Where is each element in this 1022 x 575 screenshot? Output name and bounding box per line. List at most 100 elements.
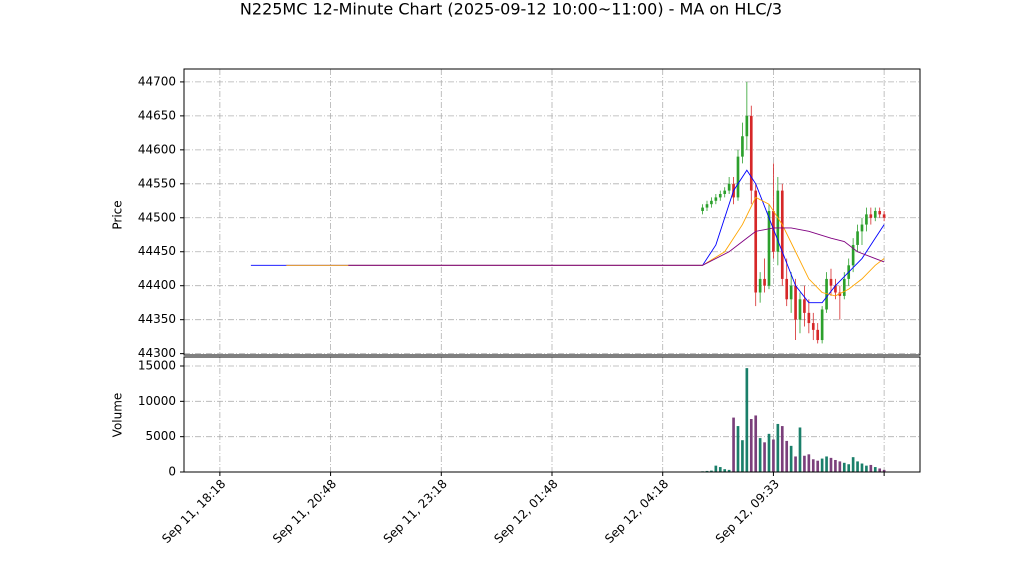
volume-bar bbox=[736, 426, 740, 472]
volume-tick-label: 10000 bbox=[138, 394, 176, 408]
volume-tick-label: 5000 bbox=[145, 429, 176, 443]
candle-body bbox=[838, 292, 842, 296]
candle-body bbox=[763, 278, 766, 286]
volume-bar bbox=[772, 439, 775, 472]
volume-tick-label: 15000 bbox=[138, 359, 176, 373]
x-tick-label: Sep 12, 09:33 bbox=[713, 477, 782, 546]
candle-body bbox=[745, 115, 749, 137]
candle-body bbox=[807, 312, 811, 324]
candle-body bbox=[723, 190, 727, 194]
candle-body bbox=[785, 278, 789, 300]
volume-bar bbox=[798, 427, 802, 472]
candle-body bbox=[816, 329, 820, 341]
candle-body bbox=[754, 190, 758, 293]
volume-bar bbox=[865, 465, 868, 472]
y-tick-label: 44350 bbox=[138, 312, 176, 326]
volume-bar bbox=[767, 433, 771, 472]
candle-body bbox=[851, 244, 855, 266]
candle-body bbox=[705, 204, 709, 208]
candle-body bbox=[873, 210, 877, 218]
candle-body bbox=[820, 309, 824, 341]
y-tick-label: 44500 bbox=[138, 210, 176, 224]
candle-body bbox=[829, 278, 833, 286]
candle-body bbox=[878, 210, 882, 215]
candle-body bbox=[727, 183, 731, 191]
candle-body bbox=[741, 136, 744, 157]
x-tick-label: Sep 12, 01:48 bbox=[491, 477, 560, 546]
y-tick-label: 44400 bbox=[138, 278, 176, 292]
y-axis-label: Price bbox=[111, 200, 125, 229]
volume-bar bbox=[860, 463, 864, 472]
candle-body bbox=[825, 278, 828, 310]
candle-body bbox=[834, 285, 837, 293]
volume-bar bbox=[741, 440, 744, 472]
candle-body bbox=[798, 299, 802, 320]
y-tick-label: 44550 bbox=[138, 176, 176, 190]
volume-bar bbox=[838, 461, 842, 472]
candle-body bbox=[714, 197, 718, 201]
volume-frame bbox=[183, 356, 921, 473]
volume-bar bbox=[816, 460, 820, 472]
volume-bar bbox=[878, 468, 882, 472]
candle-body bbox=[842, 278, 846, 296]
volume-bar bbox=[811, 459, 815, 472]
x-tick-label: Sep 11, 23:18 bbox=[381, 477, 450, 546]
volume-tick-label: 0 bbox=[168, 465, 176, 479]
volume-bar bbox=[763, 442, 766, 472]
volume-bar bbox=[794, 456, 797, 472]
volume-bar bbox=[705, 470, 709, 472]
y-tick-label: 44300 bbox=[138, 346, 176, 360]
candle-body bbox=[758, 278, 762, 293]
volume-bar bbox=[754, 415, 758, 472]
ma-line bbox=[286, 196, 885, 297]
volume-bar bbox=[851, 457, 855, 472]
ma-line bbox=[348, 227, 885, 266]
candle-body bbox=[869, 214, 873, 218]
volume-bar bbox=[847, 464, 851, 472]
volume-bar bbox=[834, 459, 837, 472]
volume-bar bbox=[825, 456, 828, 472]
candle-body bbox=[776, 190, 780, 252]
volume-bar bbox=[829, 457, 833, 472]
candle-body bbox=[772, 210, 775, 252]
candle-body bbox=[811, 323, 815, 330]
volume-bar bbox=[869, 464, 873, 472]
volume-bar bbox=[710, 470, 713, 472]
volume-bar bbox=[758, 438, 762, 472]
volume-bar bbox=[785, 440, 789, 472]
candle-body bbox=[794, 285, 797, 320]
candle-body bbox=[718, 193, 722, 198]
volume-bar bbox=[882, 469, 886, 472]
volume-bar bbox=[776, 423, 780, 472]
volume-bar bbox=[807, 454, 811, 472]
volume-bar bbox=[856, 461, 859, 472]
y-tick-label: 44600 bbox=[138, 142, 176, 156]
candle-body bbox=[882, 214, 886, 218]
candle-body bbox=[780, 190, 784, 279]
volume-bar bbox=[873, 467, 877, 472]
candle-body bbox=[736, 156, 740, 198]
candle-body bbox=[710, 200, 713, 205]
candle-body bbox=[856, 231, 859, 245]
volume-bar bbox=[714, 465, 718, 472]
volume-bar bbox=[789, 445, 793, 472]
candle-body bbox=[767, 210, 771, 286]
volume-bar bbox=[727, 469, 731, 472]
candle-body bbox=[860, 224, 864, 232]
y-tick-label: 44450 bbox=[138, 244, 176, 258]
candle-body bbox=[701, 207, 704, 211]
volume-bar bbox=[718, 467, 722, 472]
x-tick-label: Sep 11, 20:48 bbox=[270, 477, 339, 546]
ma-line bbox=[250, 169, 885, 304]
price-frame bbox=[183, 68, 921, 356]
x-tick-label: Sep 11, 18:18 bbox=[159, 477, 228, 546]
volume-bar bbox=[820, 458, 824, 472]
x-tick-label: Sep 12, 04:18 bbox=[602, 477, 671, 546]
volume-bar bbox=[803, 455, 806, 472]
candle-body bbox=[749, 115, 753, 191]
volume-bar bbox=[749, 419, 753, 472]
volume-axis-label: Volume bbox=[111, 393, 125, 438]
candle-body bbox=[865, 214, 868, 225]
candle-body bbox=[789, 285, 793, 300]
